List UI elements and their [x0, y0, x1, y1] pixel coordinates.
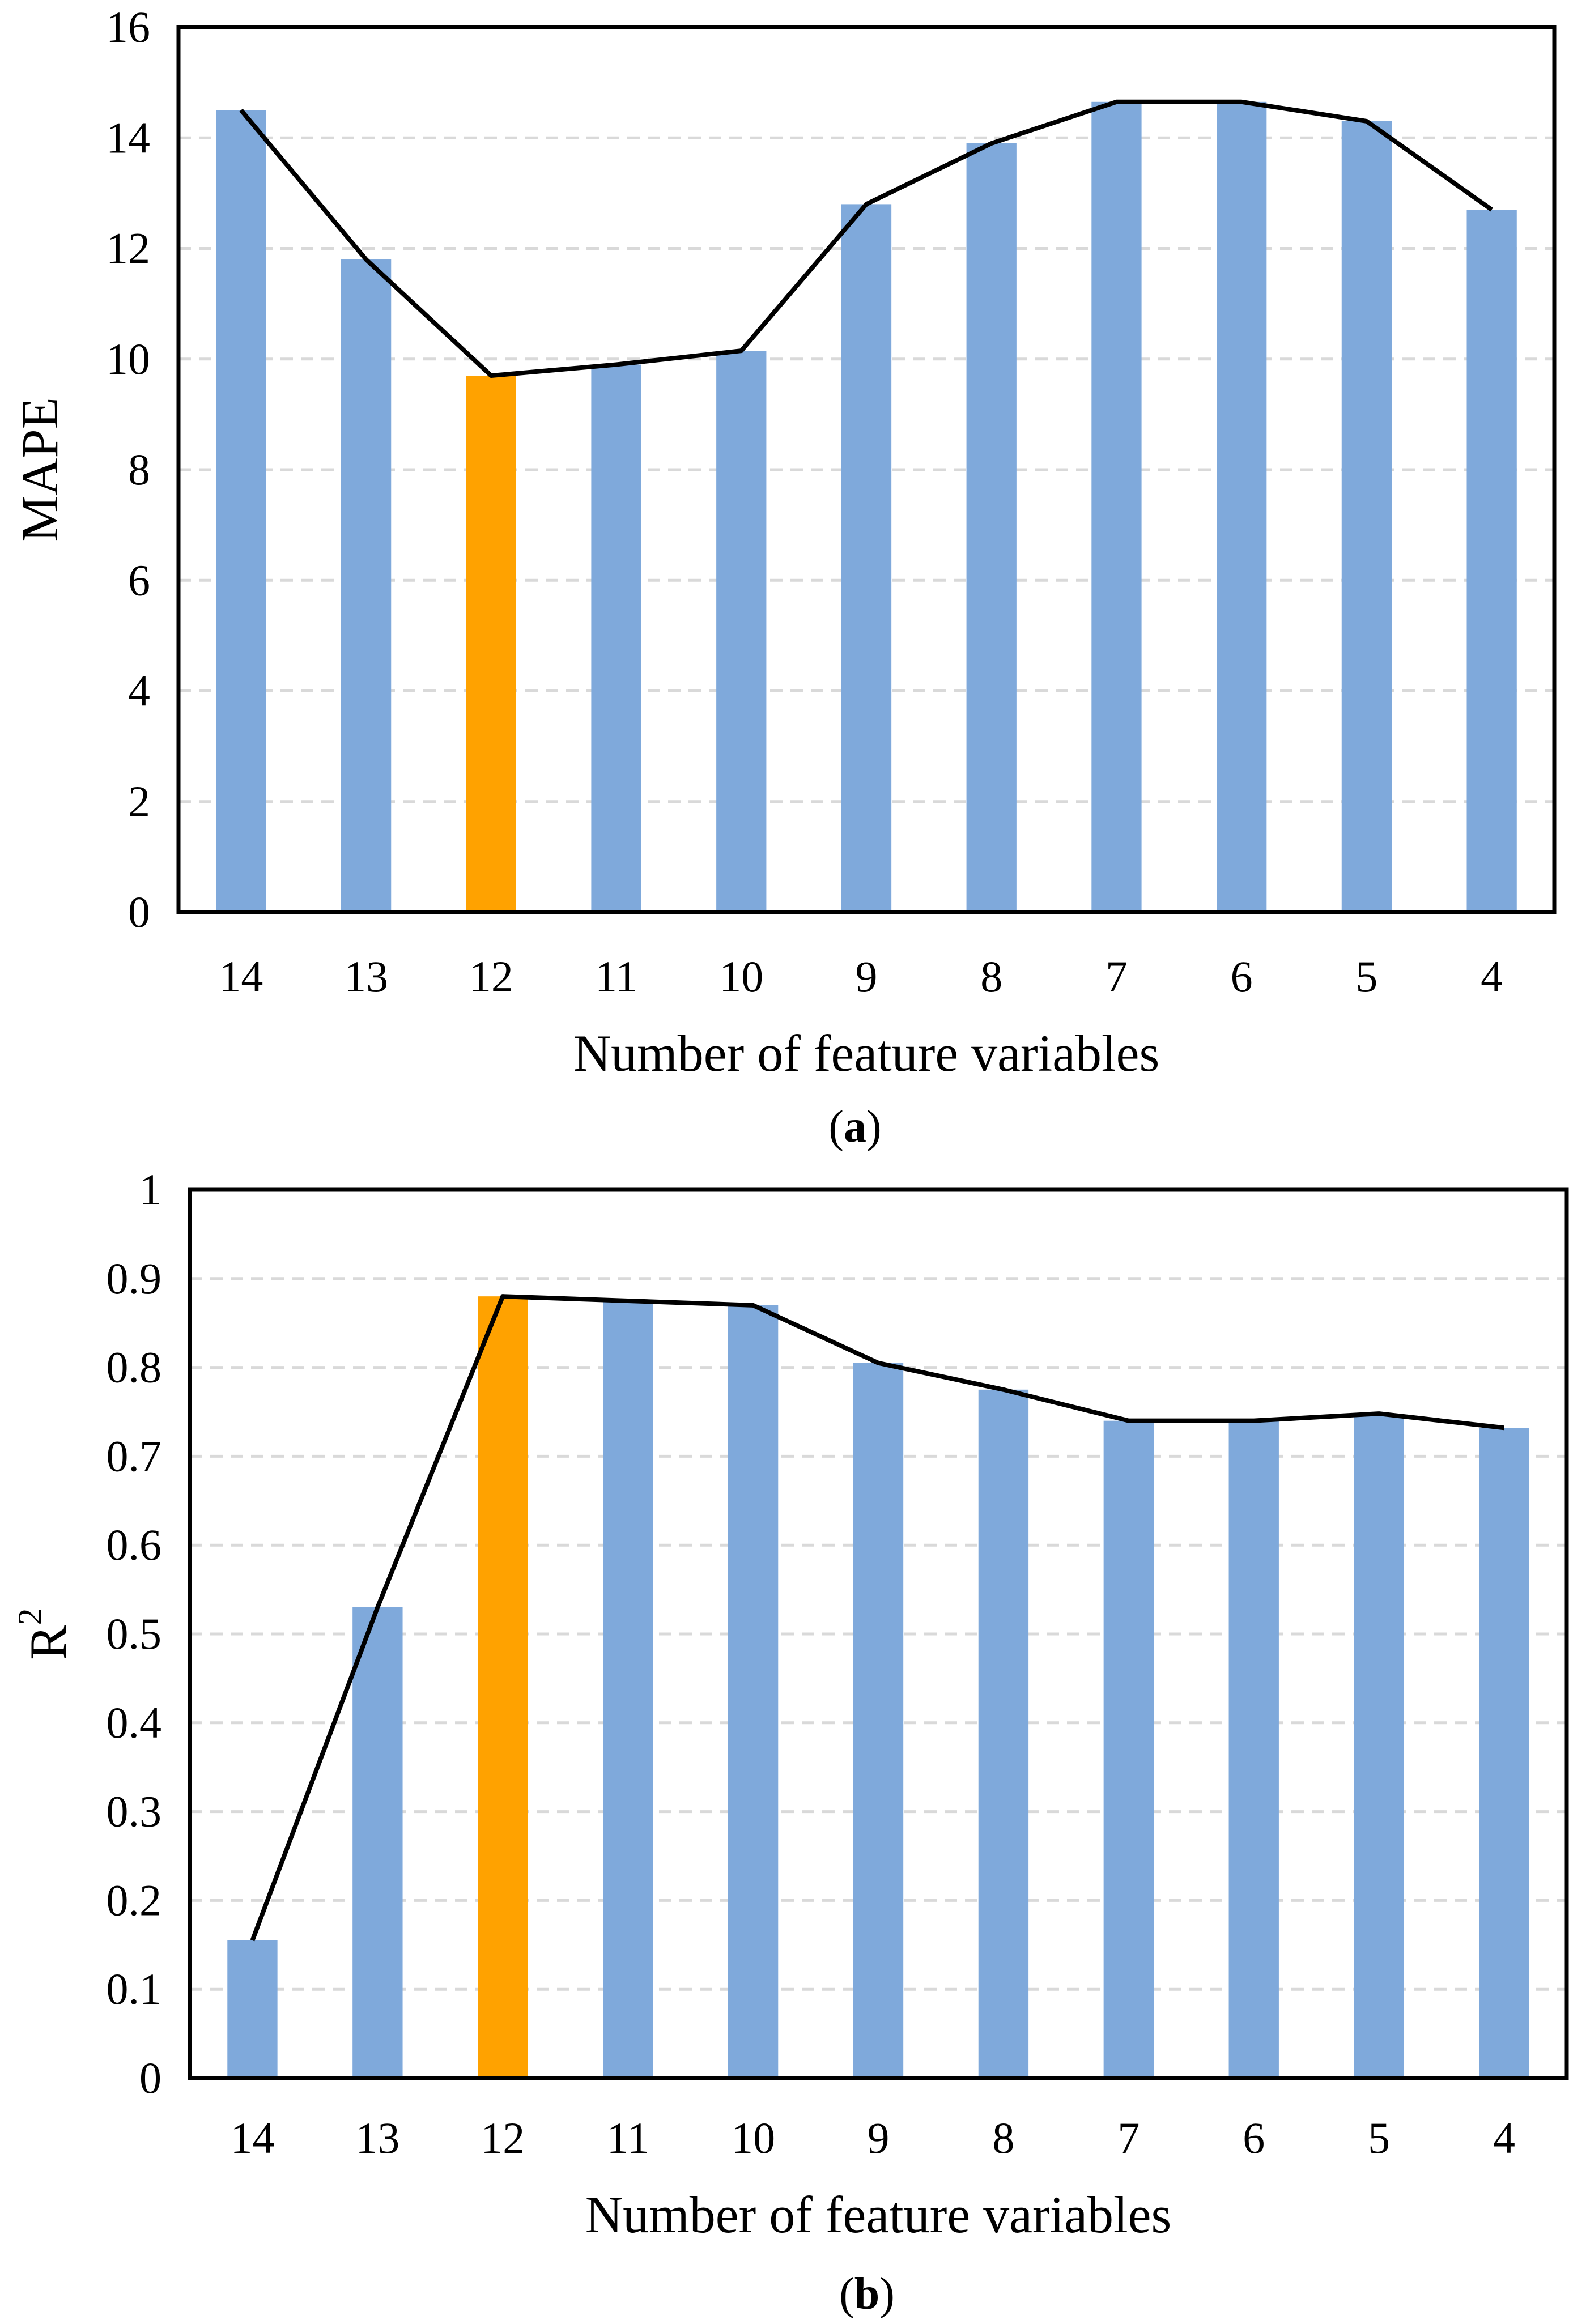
y-tick-label: 0.3 — [107, 1787, 162, 1836]
bar — [841, 204, 892, 912]
x-tick-label: 6 — [1243, 2113, 1265, 2163]
panel-caption-b: (b) — [839, 2269, 895, 2319]
x-tick-labels: 14 13 12 11 10 9 8 7 6 5 4 — [219, 952, 1503, 1001]
y-tick-label: 2 — [128, 777, 150, 826]
y-tick-label: 0.1 — [107, 1964, 162, 2014]
y-tick-labels: 0 2 4 6 8 10 12 14 16 — [106, 2, 150, 937]
bar — [216, 110, 266, 912]
bar — [728, 1305, 779, 2078]
x-tick-label: 8 — [992, 2113, 1014, 2163]
trend-line-path — [250, 1294, 1504, 1942]
bar — [1091, 101, 1142, 913]
x-tick-label: 9 — [868, 2113, 890, 2163]
x-tick-label: 13 — [355, 2113, 399, 2163]
bar — [1354, 1414, 1404, 2078]
x-tick-label: 11 — [607, 2113, 649, 2163]
y-tick-label: 0.2 — [107, 1875, 162, 1925]
bar — [853, 1363, 904, 2078]
y-tick-label: 0 — [139, 2053, 161, 2102]
y-tick-label: 6 — [128, 555, 150, 605]
y-axis-title: MAPE — [11, 397, 69, 542]
y-tick-label: 0.6 — [107, 1520, 162, 1569]
trend-line — [239, 99, 1493, 378]
trend-line — [250, 1294, 1504, 1942]
bar — [1341, 121, 1392, 912]
x-tick-labels: 14 13 12 11 10 9 8 7 6 5 4 — [230, 2113, 1515, 2163]
x-tick-label: 7 — [1117, 2113, 1139, 2163]
x-tick-label: 10 — [731, 2113, 775, 2163]
y-tick-label: 14 — [106, 113, 150, 162]
bar — [1479, 1428, 1529, 2078]
y-tick-label: 8 — [128, 445, 150, 494]
bar-highlighted — [466, 376, 516, 912]
chart-panel-b: 0 0.1 0.2 0.3 0.4 0.5 0.6 0.7 0.8 0.9 1 14 13 12 11 10… — [11, 1165, 1569, 2319]
x-tick-label: 10 — [719, 952, 763, 1001]
bar — [1228, 1420, 1279, 2078]
bar — [716, 351, 767, 912]
x-tick-label: 6 — [1231, 952, 1253, 1001]
bars — [227, 1296, 1529, 2078]
trend-line-path — [239, 99, 1493, 378]
y-tick-label: 1 — [139, 1165, 161, 1214]
x-tick-label: 13 — [344, 952, 388, 1001]
bar — [1217, 101, 1267, 913]
bar — [966, 143, 1017, 913]
y-tick-label: 0.4 — [107, 1698, 162, 1747]
bar — [341, 259, 392, 912]
x-axis-title: Number of feature variables — [585, 2186, 1172, 2244]
x-tick-label: 4 — [1481, 952, 1503, 1001]
x-tick-label: 8 — [980, 952, 1002, 1001]
x-tick-label: 5 — [1355, 952, 1377, 1001]
bars — [216, 101, 1517, 913]
x-tick-label: 12 — [481, 2113, 525, 2163]
bar — [978, 1389, 1029, 2078]
y-tick-label: 12 — [106, 224, 150, 273]
y-tick-label: 0 — [128, 887, 150, 937]
bar — [591, 364, 641, 912]
bar-highlighted — [478, 1296, 528, 2078]
x-tick-label: 7 — [1105, 952, 1128, 1001]
x-tick-label: 12 — [469, 952, 513, 1001]
x-tick-label: 11 — [595, 952, 637, 1001]
gridlines — [190, 1277, 1567, 1991]
plot-frame — [188, 1187, 1569, 2080]
x-tick-label: 4 — [1493, 2113, 1515, 2163]
y-tick-label: 10 — [106, 334, 150, 384]
x-axis-title: Number of feature variables — [573, 1024, 1160, 1082]
x-tick-label: 5 — [1368, 2113, 1390, 2163]
plot-frame — [176, 25, 1557, 914]
chart-panel-a: 0 2 4 6 8 10 12 14 16 14 13 12 11 10 9 8 7 6 5 4 MAPE Numb… — [11, 2, 1557, 1152]
bar — [352, 1607, 403, 2078]
y-tick-label: 16 — [106, 2, 150, 52]
x-tick-label: 9 — [856, 952, 878, 1001]
panel-caption-a: (a) — [828, 1102, 881, 1152]
y-tick-label: 0.7 — [107, 1431, 162, 1480]
y-tick-label: 0.9 — [107, 1254, 162, 1303]
y-tick-labels: 0 0.1 0.2 0.3 0.4 0.5 0.6 0.7 0.8 0.9 1 — [107, 1165, 162, 2102]
y-tick-label: 0.5 — [107, 1609, 162, 1658]
bar — [227, 1940, 278, 2078]
gridlines — [178, 136, 1554, 803]
x-tick-label: 14 — [219, 952, 263, 1001]
y-tick-label: 0.8 — [107, 1343, 162, 1392]
y-tick-label: 4 — [128, 666, 150, 716]
x-tick-label: 14 — [230, 2113, 274, 2163]
bar — [1466, 210, 1517, 913]
bar — [603, 1301, 653, 2078]
y-axis-title: R2 — [11, 1608, 77, 1659]
bar — [1103, 1420, 1154, 2078]
